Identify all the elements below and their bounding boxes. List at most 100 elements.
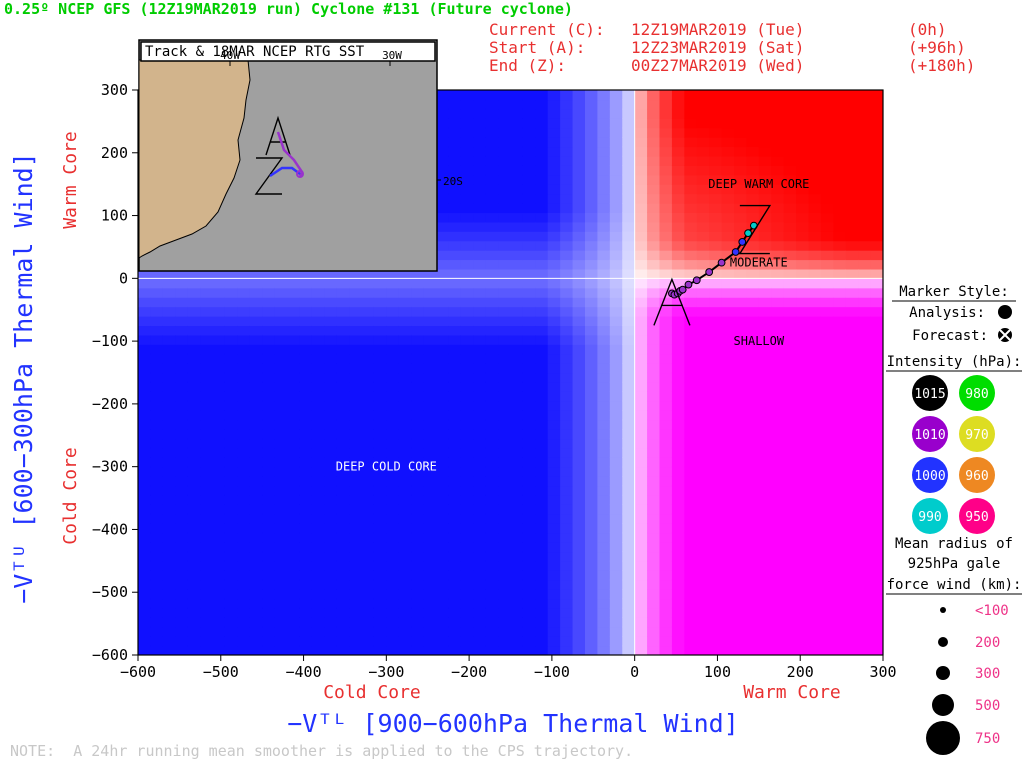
phase-cell: [485, 391, 499, 402]
phase-cell: [858, 118, 872, 129]
phase-cell: [622, 278, 636, 289]
phase-cell: [249, 447, 263, 458]
phase-cell: [696, 447, 710, 458]
phase-cell: [597, 504, 611, 515]
phase-cell: [684, 99, 698, 110]
phase-cell: [535, 560, 549, 571]
phase-cell: [324, 494, 338, 505]
phase-cell: [436, 325, 450, 336]
phase-cell: [858, 259, 872, 270]
y-tick-label: 0: [119, 269, 128, 287]
phase-cell: [324, 560, 338, 571]
phase-cell: [187, 513, 201, 524]
phase-cell: [274, 504, 288, 515]
phase-cell: [237, 297, 251, 308]
phase-cell: [647, 381, 661, 392]
phase-cell: [870, 551, 883, 562]
phase-cell: [349, 551, 363, 562]
phase-cell: [696, 532, 710, 543]
phase-cell: [634, 353, 648, 364]
phase-cell: [287, 485, 301, 496]
phase-cell: [659, 542, 673, 553]
phase-cell: [585, 90, 599, 101]
phase-cell: [560, 231, 574, 242]
phase-cell: [510, 485, 524, 496]
phase-cell: [696, 607, 710, 618]
phase-cell: [597, 598, 611, 609]
phase-cell: [361, 391, 375, 402]
phase-cell: [373, 372, 387, 383]
phase-cell: [535, 193, 549, 204]
phase-cell: [858, 626, 872, 637]
phase-cell: [671, 118, 685, 129]
phase-cell: [336, 523, 350, 534]
phase-cell: [721, 278, 735, 289]
phase-cell: [200, 485, 214, 496]
phase-cell: [771, 146, 785, 157]
phase-cell: [746, 90, 760, 101]
phase-cell: [522, 287, 536, 298]
phase-cell: [336, 579, 350, 590]
phase-cell: [436, 353, 450, 364]
phase-cell: [634, 240, 648, 251]
phase-cell: [324, 316, 338, 327]
phase-cell: [845, 542, 859, 553]
phase-cell: [634, 419, 648, 430]
phase-cell: [138, 419, 152, 430]
phase-cell: [448, 363, 462, 374]
phase-cell: [349, 636, 363, 647]
phase-cell: [585, 363, 599, 374]
phase-cell: [498, 457, 512, 468]
phase-cell: [870, 523, 883, 534]
phase-cell: [299, 381, 313, 392]
phase-cell: [460, 381, 474, 392]
phase-cell: [746, 626, 760, 637]
phase-cell: [845, 363, 859, 374]
phase-cell: [758, 598, 772, 609]
phase-cell: [845, 485, 859, 496]
phase-cell: [659, 447, 673, 458]
phase-cell: [696, 316, 710, 327]
phase-cell: [311, 607, 325, 618]
phase-cell: [299, 485, 313, 496]
phase-cell: [609, 363, 623, 374]
phase-cell: [535, 184, 549, 195]
phase-cell: [349, 363, 363, 374]
phase-cell: [448, 494, 462, 505]
phase-cell: [448, 137, 462, 148]
phase-cell: [696, 240, 710, 251]
phase-cell: [535, 268, 549, 279]
phase-cell: [808, 636, 822, 647]
phase-cell: [547, 108, 561, 119]
phase-cell: [659, 372, 673, 383]
phase-cell: [299, 287, 313, 298]
phase-cell: [262, 636, 276, 647]
phase-cell: [597, 626, 611, 637]
phase-cell: [671, 560, 685, 571]
phase-cell: [622, 316, 636, 327]
phase-cell: [783, 221, 797, 232]
phase-cell: [572, 570, 586, 581]
phase-cell: [771, 532, 785, 543]
phase-cell: [560, 645, 574, 655]
phase-cell: [287, 645, 301, 655]
phase-cell: [696, 99, 710, 110]
phase-cell: [845, 410, 859, 421]
phase-cell: [349, 617, 363, 628]
phase-cell: [671, 165, 685, 176]
phase-cell: [150, 560, 164, 571]
phase-cell: [510, 184, 524, 195]
phase-cell: [671, 155, 685, 166]
phase-cell: [833, 485, 847, 496]
phase-cell: [423, 645, 437, 655]
end-offset: (+180h): [908, 56, 976, 75]
phase-cell: [734, 184, 748, 195]
phase-cell: [535, 108, 549, 119]
phase-cell: [597, 146, 611, 157]
phase-cell: [845, 306, 859, 317]
phase-cell: [349, 316, 363, 327]
phase-cell: [522, 108, 536, 119]
phase-cell: [336, 532, 350, 543]
phase-cell: [224, 297, 238, 308]
phase-cell: [783, 268, 797, 279]
